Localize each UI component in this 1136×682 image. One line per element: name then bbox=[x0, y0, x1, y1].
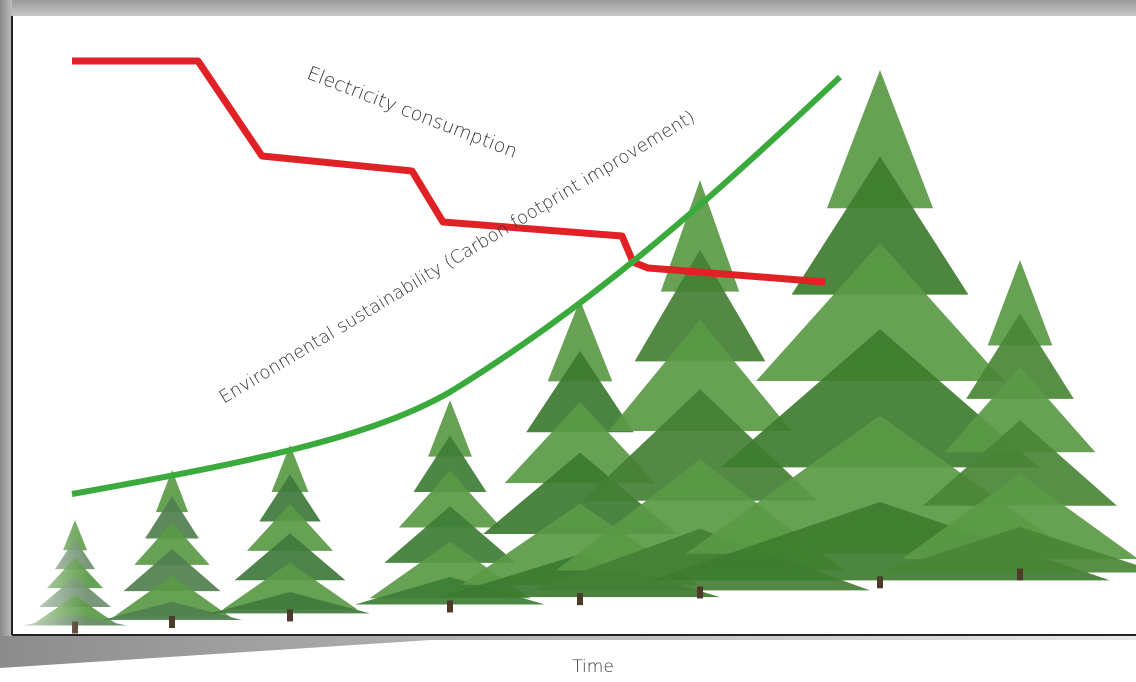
tree-layer bbox=[966, 313, 1074, 399]
tree-layer bbox=[720, 329, 1040, 468]
tree-layer bbox=[634, 249, 766, 362]
x-axis-label: Time bbox=[572, 657, 614, 677]
tree-trunk bbox=[1017, 568, 1023, 581]
tree-trunk bbox=[577, 593, 583, 606]
tree-layer bbox=[608, 319, 792, 432]
tree-trunk bbox=[877, 576, 883, 589]
tree-layer bbox=[901, 473, 1136, 560]
left-frame bbox=[0, 0, 12, 636]
tree-layer bbox=[384, 506, 516, 563]
tree-layer bbox=[582, 389, 818, 501]
tree-layer bbox=[355, 577, 545, 605]
tree-layer bbox=[756, 242, 1004, 382]
tree-trunk bbox=[447, 600, 453, 613]
tree-layer bbox=[944, 366, 1096, 453]
bottom-wedge bbox=[0, 636, 1136, 668]
tree-layer bbox=[413, 435, 487, 493]
sustainability-curve bbox=[71, 74, 843, 497]
tree-layer bbox=[660, 180, 740, 292]
tree-layer bbox=[398, 470, 502, 528]
tree-layer bbox=[526, 350, 634, 433]
top-frame bbox=[0, 0, 1136, 16]
tree-layer bbox=[880, 527, 1136, 573]
electricity-line bbox=[72, 57, 826, 286]
tree-layer bbox=[987, 260, 1053, 346]
tree-fade bbox=[12, 16, 312, 636]
tree-layer bbox=[826, 70, 934, 209]
tree-trunk bbox=[697, 586, 703, 599]
tree-layer bbox=[791, 156, 969, 295]
tree-layer bbox=[547, 300, 613, 382]
tree-layer bbox=[504, 401, 656, 484]
tree-layer bbox=[428, 400, 472, 457]
tree-layer bbox=[923, 420, 1117, 506]
tree-layer bbox=[483, 452, 677, 534]
